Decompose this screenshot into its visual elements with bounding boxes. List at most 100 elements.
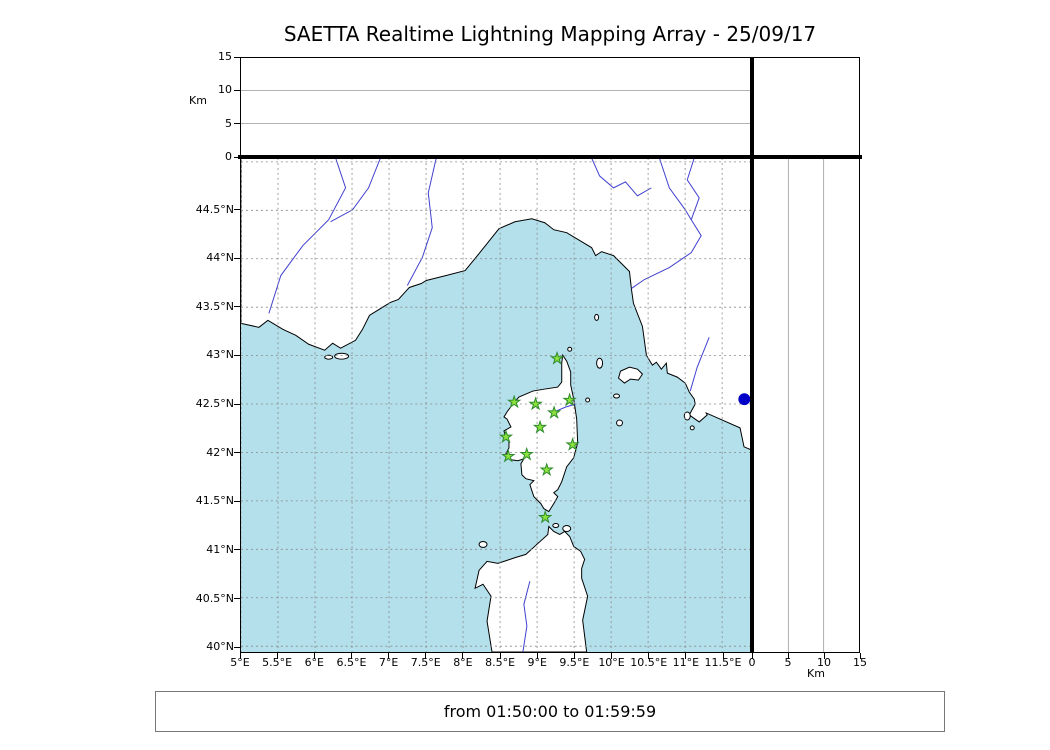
tick-mark (350, 653, 352, 659)
status-bar: from 01:50:00 to 01:59:59 (155, 691, 945, 732)
chart-title: SAETTA Realtime Lightning Mapping Array … (283, 22, 817, 46)
mainland-coastline (241, 158, 751, 451)
island (683, 411, 691, 421)
altitude-tick-label: 10 (817, 656, 831, 669)
station-marker (546, 405, 562, 419)
tick-mark (234, 598, 240, 600)
altitude-tick-label: 10 (218, 83, 232, 97)
river (406, 158, 437, 286)
station-marker (498, 429, 514, 444)
lat-tick-label: 40.5°N (195, 591, 234, 605)
river (658, 158, 692, 221)
tick-mark (234, 500, 240, 502)
tick-mark (234, 403, 240, 405)
island (596, 357, 604, 369)
lon-tick-label: 8.5°E (485, 656, 516, 669)
station-marker (528, 396, 543, 411)
station-marker (501, 448, 516, 463)
station-marker (565, 437, 580, 451)
tick-mark (234, 549, 240, 551)
lon-tick-label: 10°E (598, 656, 625, 669)
island (334, 352, 350, 360)
tick-mark (823, 653, 825, 659)
lat-tick-label: 41°N (206, 542, 234, 556)
lon-tick-label: 9°E (527, 656, 547, 669)
time-range-text: from 01:50:00 to 01:59:59 (443, 702, 657, 721)
island (324, 354, 334, 360)
altitude-tick-label: 15 (853, 656, 867, 669)
tick-mark (234, 354, 240, 356)
lon-tick-label: 5.5°E (262, 656, 293, 669)
island (689, 425, 695, 431)
tick-mark (648, 653, 650, 659)
lat-tick-label: 43.5°N (195, 299, 234, 313)
islands (324, 313, 695, 548)
tick-mark (276, 653, 278, 659)
lon-tick-label: 11°E (672, 656, 700, 669)
altitude-tick-label: 5 (225, 116, 232, 130)
tick-mark (239, 653, 241, 659)
tick-mark (425, 653, 427, 659)
altitude-tick-label: 0 (225, 150, 232, 163)
tick-mark (499, 653, 501, 659)
tick-mark (234, 209, 240, 211)
divider-thick-horizontal (238, 155, 862, 159)
island (613, 393, 621, 399)
tick-mark (313, 653, 315, 659)
elba-island (617, 366, 644, 384)
river (522, 581, 531, 652)
map-panel (240, 157, 752, 653)
station-marker (537, 509, 553, 524)
lat-tick-label: 44.5°N (195, 202, 234, 216)
lon-tick-label: 11.5°E (704, 656, 742, 669)
tick-mark (234, 56, 240, 58)
tick-mark (536, 653, 538, 659)
station-marker (519, 446, 534, 461)
tick-mark (388, 653, 390, 659)
station-marker (562, 392, 577, 407)
station-marker (549, 350, 565, 365)
tick-mark (685, 653, 687, 659)
lat-tick-label: 43°N (206, 348, 234, 362)
lat-tick-label: 42.5°N (195, 397, 234, 411)
station-marker (532, 419, 548, 434)
tick-mark (234, 89, 240, 91)
island (585, 397, 591, 403)
tick-mark (722, 653, 724, 659)
river (631, 158, 702, 289)
lon-tick-label: 10.5°E (630, 656, 668, 669)
corsica-coastline (503, 353, 579, 513)
island (552, 523, 560, 529)
km-axis-label-bottom: Km (807, 667, 825, 680)
map-svg (241, 158, 751, 652)
river (330, 158, 381, 223)
lon-tick-label: 8°E (453, 656, 473, 669)
rivers (268, 158, 710, 652)
station-marker (539, 462, 554, 476)
lat-tick-label: 44°N (206, 251, 234, 265)
altitude-longitude-panel (240, 57, 752, 157)
tick-mark (611, 653, 613, 659)
tick-mark (234, 452, 240, 454)
river (591, 158, 652, 197)
river (689, 337, 710, 392)
river (268, 158, 347, 314)
island (478, 540, 488, 548)
km-axis-label-top: Km (189, 94, 207, 107)
altitude-latitude-plot (787, 158, 825, 652)
lightning-source-dot (738, 393, 751, 406)
island (594, 313, 600, 321)
island (616, 419, 624, 427)
altitude-longitude-plot (241, 90, 751, 124)
tick-mark (859, 653, 861, 659)
island (567, 346, 573, 352)
tick-mark (462, 653, 464, 659)
lat-tick-label: 41.5°N (195, 494, 234, 508)
tick-mark (234, 257, 240, 259)
altitude-tick-label: 0 (748, 656, 756, 669)
tick-mark (787, 653, 789, 659)
tick-mark (234, 123, 240, 125)
tick-mark (751, 653, 753, 659)
corner-panel (752, 57, 860, 157)
